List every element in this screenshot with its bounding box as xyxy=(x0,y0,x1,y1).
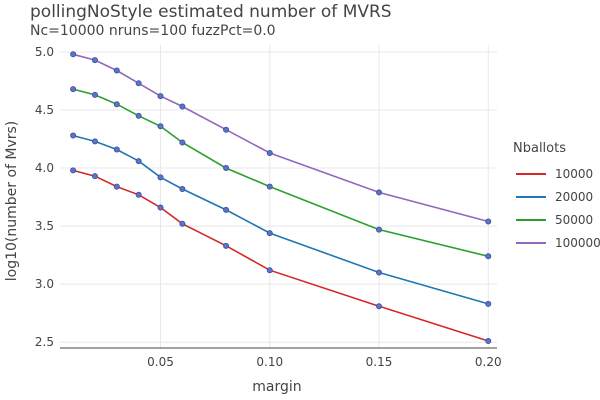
data-point-50000 xyxy=(157,123,164,130)
data-point-20000 xyxy=(485,300,492,307)
data-point-20000 xyxy=(91,138,98,145)
data-point-100000 xyxy=(113,67,120,74)
y-axis-title: log10(number of Mvrs) xyxy=(4,121,20,282)
data-point-100000 xyxy=(376,189,383,196)
x-tick-label: 0.05 xyxy=(147,355,174,369)
data-point-20000 xyxy=(223,206,230,213)
data-point-50000 xyxy=(113,101,120,108)
series-line-50000 xyxy=(72,88,489,258)
x-axis-title: margin xyxy=(252,379,301,395)
x-tick-label: 0.15 xyxy=(366,355,393,369)
data-point-50000 xyxy=(135,112,142,119)
series-lines xyxy=(72,53,489,342)
data-point-20000 xyxy=(376,269,383,276)
data-point-10000 xyxy=(70,167,77,174)
data-point-10000 xyxy=(157,204,164,211)
data-point-10000 xyxy=(223,242,230,249)
y-tick-label: 4.0 xyxy=(35,161,54,175)
series-line-20000 xyxy=(72,134,489,305)
data-point-100000 xyxy=(179,103,186,110)
y-tick-label: 3.0 xyxy=(35,277,54,291)
data-point-50000 xyxy=(266,183,273,190)
data-point-20000 xyxy=(70,132,77,139)
y-tick-label: 2.5 xyxy=(35,335,54,349)
x-tick-label: 0.10 xyxy=(256,355,283,369)
data-point-10000 xyxy=(135,191,142,198)
chart-subtitle: Nc=10000 nruns=100 fuzzPct=0.0 xyxy=(30,23,276,39)
data-point-10000 xyxy=(113,183,120,190)
series-line-100000 xyxy=(72,53,489,223)
data-point-20000 xyxy=(157,174,164,181)
y-tick-label: 3.5 xyxy=(35,219,54,233)
data-point-10000 xyxy=(266,267,273,274)
data-point-10000 xyxy=(91,173,98,180)
data-point-50000 xyxy=(376,226,383,233)
y-tick-label: 4.5 xyxy=(35,103,54,117)
series-line-10000 xyxy=(72,169,489,342)
data-point-20000 xyxy=(179,185,186,192)
legend-label-50000: 50000 xyxy=(555,213,593,227)
data-point-50000 xyxy=(179,139,186,146)
y-tick-label: 5.0 xyxy=(35,45,54,59)
gridlines xyxy=(60,45,497,348)
legend-label-100000: 100000 xyxy=(555,236,600,250)
data-point-100000 xyxy=(135,80,142,87)
data-point-50000 xyxy=(70,86,77,93)
series-points xyxy=(70,51,492,345)
data-point-100000 xyxy=(223,126,230,133)
data-point-10000 xyxy=(376,303,383,310)
legend-title: Nballots xyxy=(513,141,566,156)
data-point-100000 xyxy=(266,149,273,156)
legend-label-10000: 10000 xyxy=(555,167,593,181)
data-point-50000 xyxy=(223,165,230,172)
data-point-100000 xyxy=(70,51,77,58)
data-point-100000 xyxy=(157,93,164,100)
data-point-20000 xyxy=(113,146,120,153)
data-point-50000 xyxy=(91,91,98,98)
x-tick-label: 0.20 xyxy=(475,355,502,369)
legend-label-20000: 20000 xyxy=(555,190,593,204)
data-point-20000 xyxy=(266,230,273,237)
data-point-20000 xyxy=(135,158,142,165)
data-point-50000 xyxy=(485,253,492,260)
data-point-10000 xyxy=(179,220,186,227)
chart-title: pollingNoStyle estimated number of MVRS xyxy=(30,2,392,22)
data-point-100000 xyxy=(485,218,492,225)
data-point-10000 xyxy=(485,338,492,345)
axes: 0.05 0.10 0.15 0.20 2.5 3.0 3.5 4.0 4.5 5.0 xyxy=(35,45,502,369)
data-point-100000 xyxy=(91,57,98,64)
legend: Nballots 10000 20000 50000 100000 xyxy=(513,141,600,250)
